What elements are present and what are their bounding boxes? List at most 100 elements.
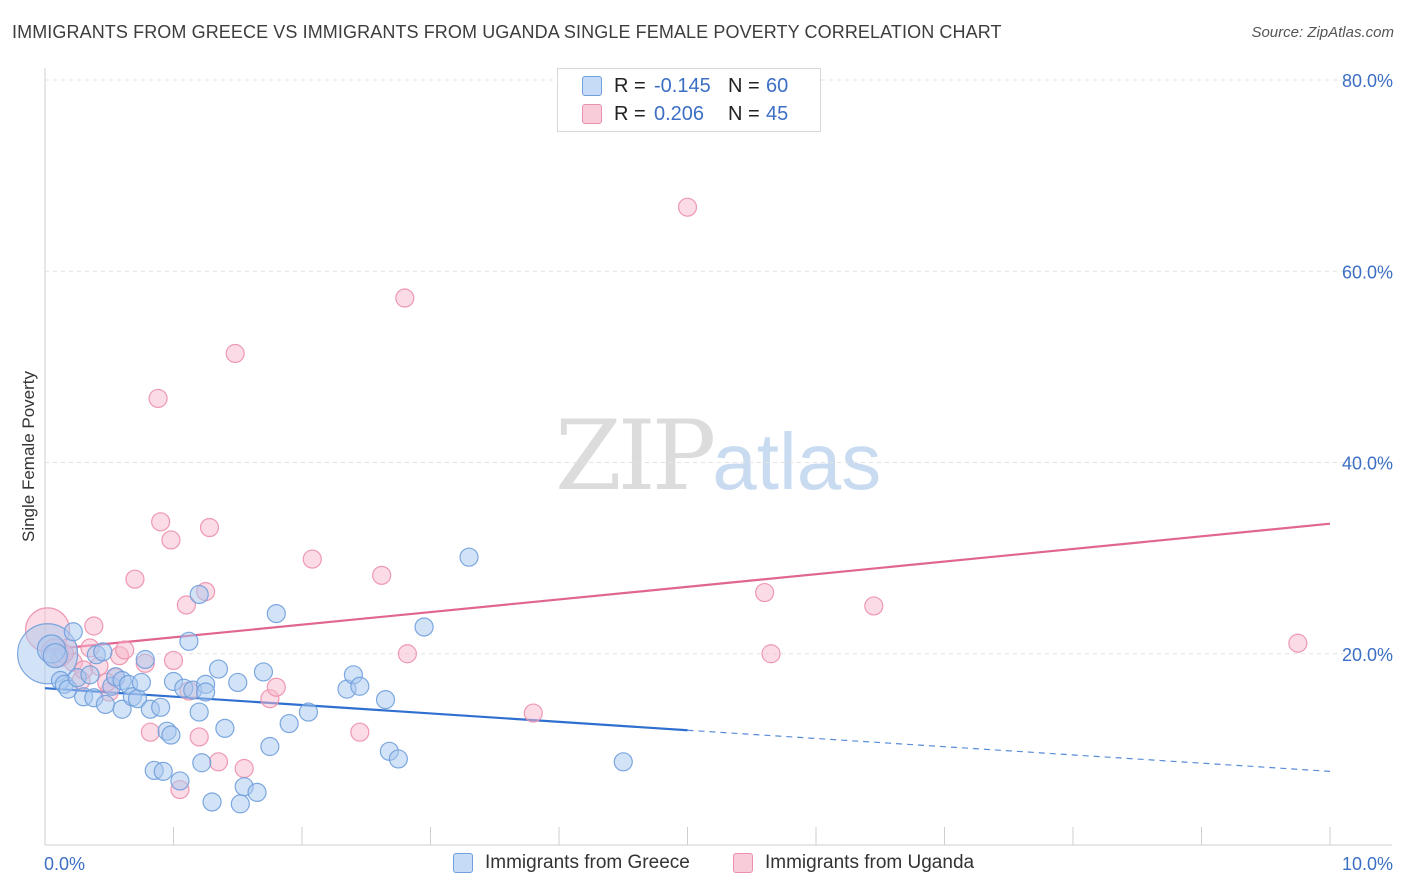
data-point-greece <box>202 792 222 812</box>
data-point-greece <box>196 682 216 702</box>
data-point-greece <box>151 697 171 717</box>
bottom-legend-greece: Immigrants from Greece <box>453 852 690 874</box>
legend-r-label: R = <box>614 74 646 97</box>
legend-n-value: 45 <box>766 102 789 125</box>
bottom-legend-swatch-greece <box>453 853 473 873</box>
data-point-greece <box>228 672 248 693</box>
y-tick-label: 20.0% <box>1342 645 1393 665</box>
data-point-uganda <box>397 644 417 664</box>
data-point-uganda <box>115 640 135 660</box>
legend-swatch-greece <box>582 76 602 96</box>
legend-r-value: 0.206 <box>654 102 705 125</box>
data-point-uganda <box>208 752 229 772</box>
data-point-uganda <box>864 596 884 616</box>
legend-r-value: -0.145 <box>654 74 711 97</box>
legend-swatch-uganda <box>582 104 602 124</box>
data-point-greece <box>230 794 250 814</box>
data-point-uganda <box>148 388 168 409</box>
trend-line-greece-extension <box>687 729 1331 772</box>
bottom-legend-swatch-uganda <box>733 853 753 873</box>
data-point-uganda <box>372 565 392 585</box>
chart-title: IMMIGRANTS FROM GREECE VS IMMIGRANTS FRO… <box>12 22 1002 42</box>
data-point-greece <box>253 662 274 682</box>
y-tick-label: 40.0% <box>1342 454 1393 474</box>
y-tick-label: 60.0% <box>1342 262 1393 282</box>
source-label: Source: ZipAtlas.com <box>1251 24 1394 41</box>
data-point-greece <box>247 782 267 803</box>
data-point-uganda <box>125 569 145 589</box>
data-point-greece <box>298 702 319 722</box>
data-point-greece <box>613 752 633 772</box>
data-point-greece <box>153 761 173 781</box>
trend-line-greece <box>44 687 688 732</box>
data-point-uganda <box>199 517 220 538</box>
data-point-greece <box>189 584 209 605</box>
legend-n-label: N = <box>728 102 760 125</box>
watermark: ZIPatlas <box>555 400 881 512</box>
axes <box>44 68 1392 846</box>
legend-box: R = -0.145 N = 60 R = 0.206 N = 45 <box>557 68 821 132</box>
data-point-uganda <box>140 722 160 742</box>
data-point-uganda <box>84 616 104 636</box>
data-point-uganda <box>163 650 184 671</box>
data-point-greece <box>135 649 155 670</box>
data-point-greece <box>131 672 151 693</box>
data-point-uganda <box>266 677 286 697</box>
data-point-greece <box>189 702 209 722</box>
y-axis-title: Single Female Poverty <box>19 370 38 542</box>
data-point-greece <box>170 771 190 791</box>
data-point-greece <box>260 736 280 757</box>
watermark-atlas: atlas <box>712 417 882 506</box>
data-point-greece <box>192 753 212 773</box>
data-point-greece <box>80 665 100 685</box>
legend-row-uganda: R = 0.206 N = 45 <box>558 100 788 128</box>
legend-row-greece: R = -0.145 N = 60 <box>558 72 788 100</box>
tick-labels: 20.0% 40.0% 60.0% 80.0% 0.0% 10.0% Single Fema… <box>19 71 1393 874</box>
data-point-uganda <box>151 512 171 532</box>
data-point-uganda <box>302 549 322 569</box>
data-point-greece <box>95 694 115 715</box>
bottom-legend-uganda: Immigrants from Uganda <box>733 852 974 874</box>
legend-n-label: N = <box>728 74 760 97</box>
data-point-greece <box>388 749 408 769</box>
data-point-uganda <box>523 703 543 723</box>
data-point-uganda <box>761 644 781 664</box>
data-point-greece <box>279 713 299 734</box>
data-point-uganda <box>161 530 181 550</box>
grid-lines <box>45 79 1392 655</box>
data-point-greece <box>459 547 479 567</box>
legend-n-value: 60 <box>766 74 789 97</box>
data-point-greece <box>350 676 370 696</box>
data-point-greece <box>112 699 132 719</box>
data-point-greece <box>161 725 181 745</box>
x-tick-label: 10.0% <box>1342 854 1393 874</box>
data-point-uganda <box>677 197 698 217</box>
data-point-greece <box>375 690 396 710</box>
data-point-uganda <box>176 595 196 615</box>
watermark-zip: ZIP <box>555 400 716 512</box>
data-point-uganda <box>234 758 254 779</box>
x-tick-label: 0.0% <box>44 854 85 874</box>
data-point-greece <box>93 642 113 662</box>
data-point-uganda <box>350 722 370 742</box>
data-point-greece <box>63 622 83 642</box>
data-point-uganda <box>754 582 775 603</box>
data-points <box>16 197 1308 814</box>
y-tick-label: 80.0% <box>1342 71 1393 91</box>
data-point-greece <box>179 631 199 651</box>
trend-line-uganda <box>44 522 1331 652</box>
data-point-uganda <box>189 727 209 747</box>
legend-r-label: R = <box>614 102 646 125</box>
data-point-greece <box>266 603 286 624</box>
data-point-greece <box>215 718 235 738</box>
trend-lines <box>44 522 1331 772</box>
data-point-uganda <box>1288 633 1308 653</box>
data-point-uganda <box>395 288 415 308</box>
bottom-legend-label-greece: Immigrants from Greece <box>485 852 690 873</box>
data-point-greece <box>42 643 68 669</box>
data-point-greece <box>208 659 229 679</box>
bottom-legend-label-uganda: Immigrants from Uganda <box>765 852 975 873</box>
data-point-uganda <box>225 343 245 364</box>
data-point-greece <box>414 617 434 637</box>
